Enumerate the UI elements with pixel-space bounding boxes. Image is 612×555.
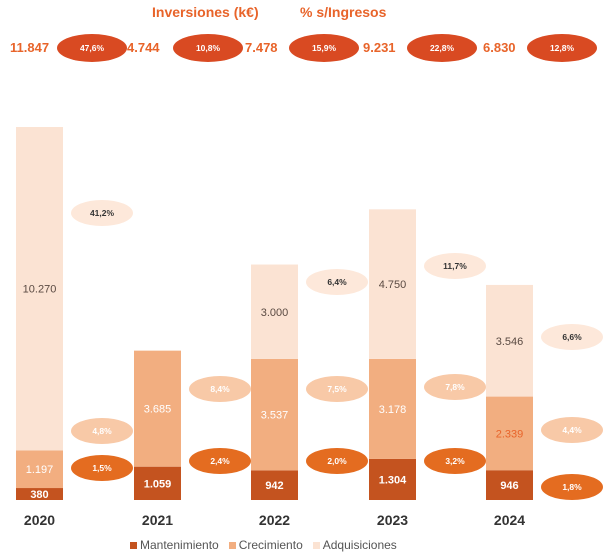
pct-label-adquisiciones-2024: 6,6%: [562, 332, 582, 342]
year-label-2024: 2024: [494, 512, 525, 528]
pct-oval-adquisiciones-2020: [71, 200, 133, 226]
bar-adquisiciones-2023: [369, 209, 416, 359]
pct-oval-crecimiento-2023: [424, 374, 486, 400]
total-pct-label-2020: 47,6%: [80, 43, 105, 53]
bar-mantenimiento-2020: [16, 488, 63, 500]
total-pct-oval-2024: [527, 34, 597, 62]
year-label-2023: 2023: [377, 512, 408, 528]
total-pct-oval-2020: [57, 34, 127, 62]
bar-crecimiento-2020: [16, 450, 63, 489]
bar-adquisiciones-2024: [486, 284, 533, 397]
pct-oval-mantenimiento-2023: [424, 448, 486, 474]
pct-oval-mantenimiento-2020: [71, 455, 133, 481]
bar-label-mantenimiento-2020: 380: [30, 489, 48, 501]
total-value-2024: 6.830: [483, 40, 516, 55]
total-value-2022: 7.478: [245, 40, 278, 55]
pct-label-adquisiciones-2023: 11,7%: [443, 261, 467, 271]
legend-item-crecimiento: Crecimiento: [228, 538, 303, 552]
pct-label-mantenimiento-2020: 1,5%: [92, 463, 112, 473]
bar-label-crecimiento-2020: 1.197: [26, 464, 54, 476]
total-pct-oval-2021: [173, 34, 243, 62]
pct-label-adquisiciones-2022: 6,4%: [327, 277, 347, 287]
total-pct-oval-2023: [407, 34, 477, 62]
bar-label-mantenimiento-2022: 942: [265, 480, 283, 492]
bar-mantenimiento-2023: [369, 458, 416, 500]
bar-crecimiento-2021: [134, 350, 181, 467]
chart-legend: Mantenimiento Crecimiento Adquisiciones: [130, 538, 397, 552]
bar-mantenimiento-2021: [134, 466, 181, 500]
total-value-2021: 4.744: [127, 40, 160, 55]
pct-label-crecimiento-2021: 8,4%: [210, 384, 230, 394]
bar-crecimiento-2023: [369, 358, 416, 459]
pct-oval-mantenimiento-2022: [306, 448, 368, 474]
bar-label-adquisiciones-2024: 3.546: [496, 336, 524, 348]
pct-oval-mantenimiento-2021: [189, 448, 251, 474]
bar-label-adquisiciones-2020: 10.270: [23, 284, 57, 296]
bar-label-mantenimiento-2023: 1.304: [379, 474, 407, 486]
legend-label-crecimiento: Crecimiento: [238, 538, 303, 552]
pct-oval-adquisiciones-2022: [306, 269, 368, 295]
pct-oval-crecimiento-2022: [306, 376, 368, 402]
header-investments-label: Inversiones (k€): [152, 4, 259, 20]
bar-adquisiciones-2022: [251, 264, 298, 359]
pct-label-crecimiento-2024: 4,4%: [562, 425, 582, 435]
pct-oval-crecimiento-2021: [189, 376, 251, 402]
bar-label-crecimiento-2021: 3.685: [144, 404, 172, 416]
pct-label-adquisiciones-2020: 41,2%: [90, 208, 115, 218]
legend-swatch-crecimiento: [228, 541, 236, 549]
pct-oval-adquisiciones-2023: [424, 253, 486, 279]
pct-oval-adquisiciones-2024: [541, 324, 603, 350]
pct-label-crecimiento-2020: 4,8%: [92, 426, 112, 436]
legend-label-adquisiciones: Adquisiciones: [322, 538, 397, 552]
year-label-2021: 2021: [142, 512, 173, 528]
year-label-2022: 2022: [259, 512, 290, 528]
total-pct-label-2021: 10,8%: [196, 43, 221, 53]
pct-oval-crecimiento-2024: [541, 417, 603, 443]
bar-mantenimiento-2022: [251, 470, 298, 500]
total-pct-label-2022: 15,9%: [312, 43, 337, 53]
bar-label-crecimiento-2022: 3.537: [261, 410, 289, 422]
bar-label-crecimiento-2023: 3.178: [379, 404, 407, 416]
legend-item-adquisiciones: Adquisiciones: [312, 538, 397, 552]
total-value-2023: 9.231: [363, 40, 396, 55]
bar-label-crecimiento-2024: 2.339: [496, 428, 524, 440]
legend-label-mantenimiento: Mantenimiento: [140, 538, 219, 552]
bar-label-adquisiciones-2023: 4.750: [379, 279, 407, 291]
legend-swatch-mantenimiento: [130, 541, 137, 549]
total-pct-label-2024: 12,8%: [550, 43, 575, 53]
bar-adquisiciones-2020: [16, 127, 63, 451]
pct-oval-crecimiento-2020: [71, 418, 133, 444]
bar-label-adquisiciones-2022: 3.000: [261, 307, 289, 319]
total-value-2020: 11.847: [10, 40, 49, 55]
bar-crecimiento-2022: [251, 358, 298, 471]
pct-oval-mantenimiento-2024: [541, 474, 603, 500]
year-label-2020: 2020: [24, 512, 55, 528]
total-pct-oval-2022: [289, 34, 359, 62]
bar-label-mantenimiento-2021: 1.059: [144, 478, 172, 490]
header-percent-label: % s/Ingresos: [300, 4, 387, 20]
bar-mantenimiento-2024: [486, 470, 533, 500]
pct-label-mantenimiento-2022: 2,0%: [327, 456, 347, 466]
pct-label-crecimiento-2023: 7,8%: [445, 382, 465, 392]
legend-item-mantenimiento: Mantenimiento: [130, 538, 219, 552]
total-pct-label-2023: 22,8%: [430, 43, 455, 53]
bar-label-mantenimiento-2024: 946: [500, 480, 518, 492]
legend-swatch-adquisiciones: [312, 541, 320, 549]
pct-label-mantenimiento-2023: 3,2%: [445, 456, 465, 466]
pct-label-crecimiento-2022: 7,5%: [327, 384, 347, 394]
pct-label-mantenimiento-2024: 1,8%: [562, 482, 582, 492]
bar-crecimiento-2024: [486, 396, 533, 471]
pct-label-mantenimiento-2021: 2,4%: [210, 456, 230, 466]
